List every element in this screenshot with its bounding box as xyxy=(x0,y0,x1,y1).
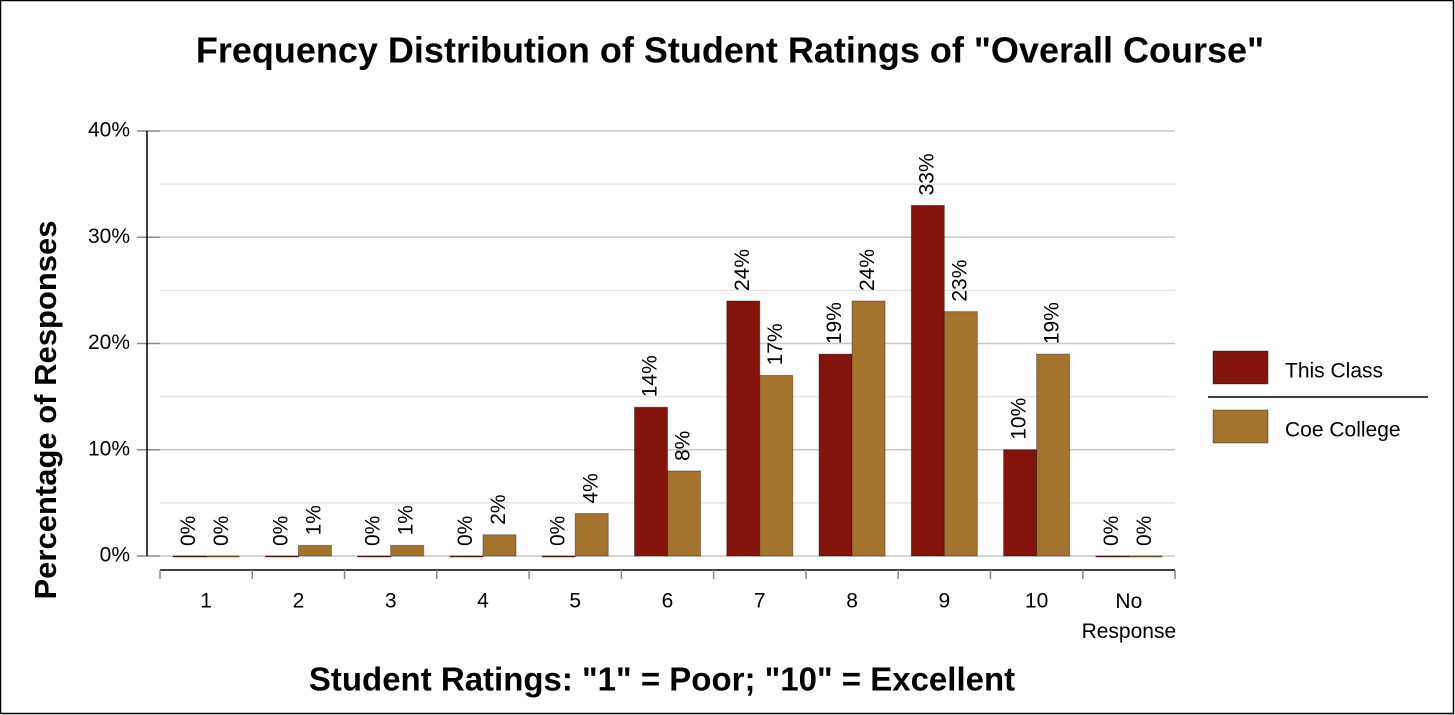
bar xyxy=(357,555,392,558)
x-tick-label: 3 xyxy=(385,590,397,613)
bar xyxy=(759,374,794,557)
bar xyxy=(1095,555,1130,558)
x-axis-title: Student Ratings: "1" = Poor; "10" = Exce… xyxy=(309,661,1015,698)
y-tick-label: 0% xyxy=(100,544,130,567)
bar xyxy=(205,555,240,558)
bar xyxy=(264,555,299,558)
value-label: 2% xyxy=(487,494,510,524)
x-tick-label: 4 xyxy=(477,590,489,613)
bar xyxy=(390,544,425,557)
value-label: 0% xyxy=(1100,516,1123,546)
bar xyxy=(818,353,853,557)
y-axis-title: Percentage of Responses xyxy=(28,220,63,599)
bar xyxy=(943,311,978,557)
x-tick-label: 7 xyxy=(754,590,766,613)
value-label: 24% xyxy=(856,249,879,291)
value-label: 10% xyxy=(1008,398,1031,440)
bar xyxy=(1036,353,1071,557)
value-label: 1% xyxy=(302,505,325,535)
value-label: 19% xyxy=(1041,302,1064,344)
y-tick-label: 20% xyxy=(88,331,130,354)
value-label: 24% xyxy=(731,249,754,291)
value-label: 0% xyxy=(362,516,385,546)
y-tick-label: 30% xyxy=(88,225,130,248)
value-label: 0% xyxy=(177,516,200,546)
bar xyxy=(851,300,886,557)
value-label: 4% xyxy=(579,473,602,503)
x-tick-label: 5 xyxy=(569,590,581,613)
y-tick-label: 40% xyxy=(88,119,130,142)
chart-title: Frequency Distribution of Student Rating… xyxy=(196,30,1264,71)
value-label: 19% xyxy=(823,302,846,344)
bar xyxy=(910,204,945,557)
bar xyxy=(482,534,517,557)
x-tick-label: 8 xyxy=(846,590,858,613)
legend-swatch xyxy=(1212,350,1269,385)
value-label: 14% xyxy=(639,355,662,397)
value-label: 1% xyxy=(395,505,418,535)
bar xyxy=(449,555,484,558)
value-label: 33% xyxy=(915,153,938,195)
value-label: 23% xyxy=(948,260,971,302)
legend-label: Coe College xyxy=(1285,419,1401,442)
value-label: 0% xyxy=(1133,516,1156,546)
bar xyxy=(1003,449,1038,557)
x-tick-label: 1 xyxy=(200,590,212,613)
bar xyxy=(541,555,576,558)
x-tick-label-line: No xyxy=(1115,590,1142,613)
bar xyxy=(574,513,609,557)
x-tick-label-line: Response xyxy=(1082,620,1177,643)
bar xyxy=(634,406,668,557)
value-label: 8% xyxy=(672,431,695,461)
bar xyxy=(1128,555,1163,558)
x-tick-label: 6 xyxy=(662,590,674,613)
value-label: 0% xyxy=(210,516,233,546)
value-label: 0% xyxy=(454,516,477,546)
bar xyxy=(297,544,332,557)
bar xyxy=(667,470,701,557)
x-tick-label: 9 xyxy=(938,590,950,613)
x-tick-label: 10 xyxy=(1025,590,1048,613)
legend-label: This Class xyxy=(1285,360,1383,383)
legend-swatch xyxy=(1212,409,1269,444)
y-tick-label: 10% xyxy=(88,437,130,460)
x-tick-label: No Response xyxy=(1082,590,1177,643)
value-label: 0% xyxy=(269,516,292,546)
bar xyxy=(172,555,207,558)
value-label: 0% xyxy=(546,516,569,546)
bar xyxy=(726,300,761,557)
value-label: 17% xyxy=(764,323,787,365)
x-tick-label: 2 xyxy=(293,590,305,613)
